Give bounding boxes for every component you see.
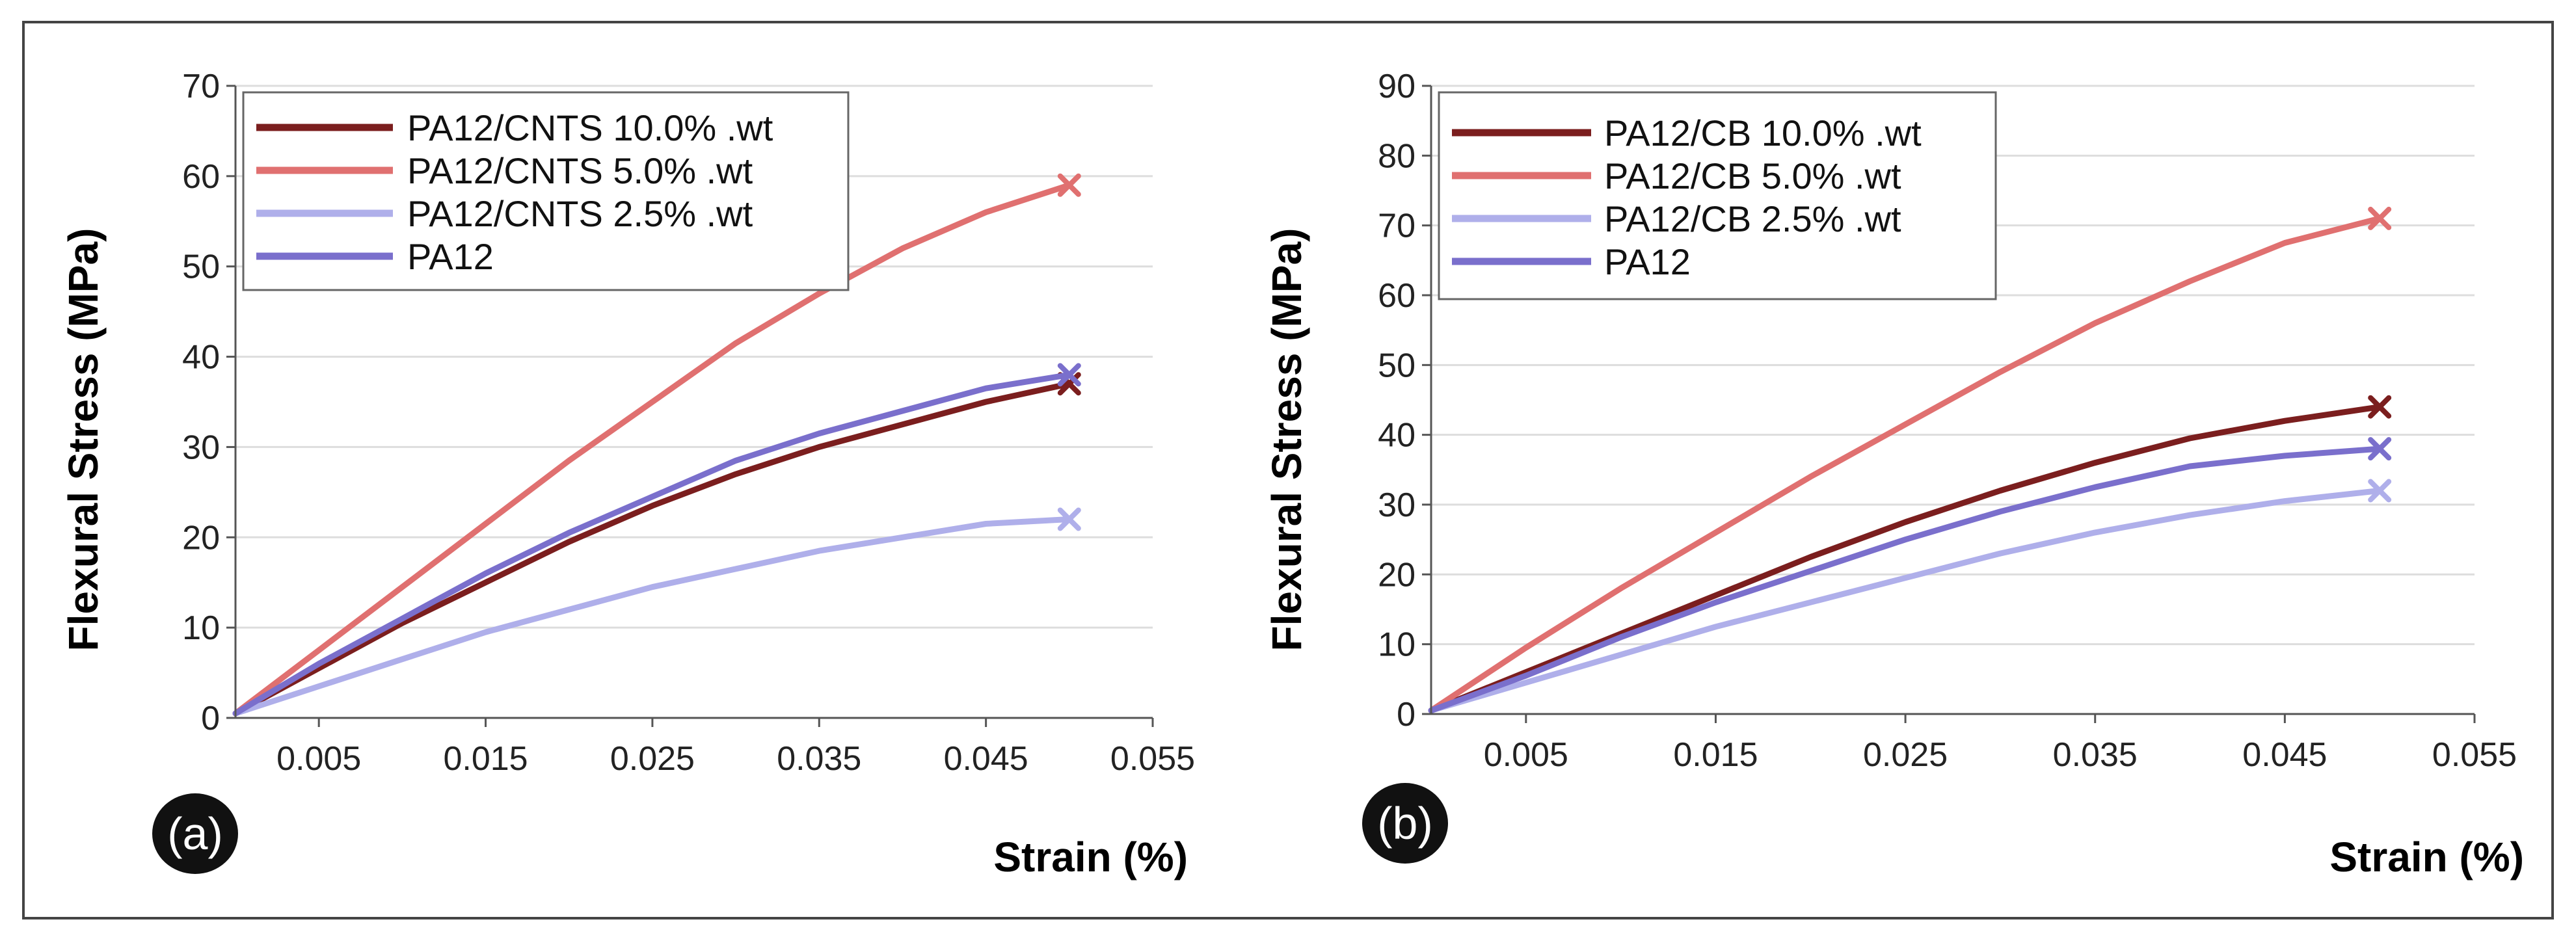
x-tick-label: 0.055 (2432, 736, 2517, 774)
legend: PA12/CB 10.0% .wt PA12/CB 5.0% .wt PA12/… (1438, 91, 1997, 300)
y-tick-label: 60 (182, 158, 220, 196)
x-tick-label: 0.015 (1673, 736, 1758, 774)
x-tick-label: 0.005 (276, 740, 361, 778)
y-tick-label: 60 (1378, 277, 1415, 315)
series-end-marker (2368, 395, 2392, 419)
y-tick-label: 30 (182, 429, 220, 466)
legend-entry: PA12/CB 10.0% .wt (1452, 112, 1922, 153)
y-axis-title: Flexural Stress (MPa) (60, 228, 107, 652)
series-end-marker (2368, 479, 2392, 503)
series-line (1428, 215, 2383, 714)
legend-label: PA12/CNTS 5.0% .wt (407, 150, 753, 191)
y-axis-title: Flexural Stress (MPa) (1263, 228, 1310, 652)
legend-entry: PA12 (256, 236, 494, 277)
panel-label-badge: (a) (152, 793, 238, 874)
legend-entry: PA12/CB 2.5% .wt (1452, 198, 1901, 239)
y-tick-label: 40 (1378, 417, 1415, 455)
panel-label: (a) (167, 808, 223, 859)
series-end-marker (2368, 206, 2392, 230)
legend-label: PA12/CNTS 2.5% .wt (407, 193, 753, 234)
legend-label: PA12/CB 10.0% .wt (1604, 112, 1922, 153)
chart-panel-a: 0 10 20 30 40 50 60 70 0.005 0.015 0.025 0.035 0.04… (60, 68, 1195, 880)
x-tick-label: 0.045 (944, 740, 1028, 778)
series-line (232, 516, 1073, 717)
panel-label-badge: (b) (1362, 783, 1448, 864)
y-tick-label: 30 (1378, 486, 1415, 524)
axes (234, 86, 1153, 719)
series-end-marker (1057, 507, 1081, 531)
x-tick-label: 0.025 (1863, 736, 1948, 774)
series-line (1428, 445, 2383, 714)
y-tick-label: 50 (1378, 347, 1415, 384)
y-tick-label: 10 (1378, 626, 1415, 664)
legend: PA12/CNTS 10.0% .wt PA12/CNTS 5.0% .wt P… (242, 91, 850, 291)
axes (1430, 86, 2475, 715)
y-tick-label: 0 (1397, 696, 1415, 734)
series-line (1428, 488, 2383, 714)
x-axis-title: Strain (%) (2329, 834, 2524, 880)
legend-entry: PA12/CNTS 10.0% .wt (256, 107, 773, 148)
series-line (232, 380, 1073, 717)
legend-entry: PA12/CNTS 2.5% .wt (256, 193, 753, 234)
y-tick-label: 10 (182, 609, 220, 647)
x-tick-label: 0.005 (1484, 736, 1568, 774)
legend-label: PA12/CNTS 10.0% .wt (407, 107, 773, 148)
y-tick-label: 40 (182, 339, 220, 377)
series-line (1428, 404, 2383, 714)
y-tick-label: 80 (1378, 137, 1415, 175)
series-lines (232, 173, 1081, 717)
y-tick-label: 0 (201, 700, 220, 737)
series-end-marker (1057, 173, 1081, 197)
x-tick-label: 0.015 (443, 740, 528, 778)
legend-label: PA12 (1604, 241, 1691, 282)
legend-entry: PA12/CNTS 5.0% .wt (256, 150, 753, 191)
legend-label: PA12/CB 2.5% .wt (1604, 198, 1901, 239)
y-tick-label: 50 (182, 248, 220, 286)
series-line (232, 371, 1073, 717)
series-end-marker (2368, 437, 2392, 461)
y-tick-label: 90 (1378, 68, 1415, 105)
series-lines (1428, 206, 2392, 714)
y-tick-labels: 0 10 20 30 40 50 60 70 80 90 (1378, 68, 1431, 734)
y-tick-label: 20 (1378, 556, 1415, 594)
series-end-marker (1057, 363, 1081, 387)
x-tick-labels: 0.005 0.015 0.025 0.035 0.045 0.055 (1484, 714, 2517, 774)
x-tick-label: 0.025 (610, 740, 695, 778)
legend-entry: PA12/CB 5.0% .wt (1452, 155, 1901, 196)
series-line (232, 182, 1073, 717)
y-tick-label: 70 (182, 68, 220, 105)
x-tick-label: 0.035 (2053, 736, 2138, 774)
y-tick-label: 70 (1378, 207, 1415, 245)
legend-label: PA12/CB 5.0% .wt (1604, 155, 1901, 196)
x-tick-label: 0.035 (777, 740, 861, 778)
x-tick-label: 0.045 (2242, 736, 2327, 774)
x-axis-title: Strain (%) (993, 834, 1188, 880)
y-tick-labels: 0 10 20 30 40 50 60 70 (182, 68, 235, 737)
panel-label: (b) (1377, 798, 1433, 849)
x-tick-labels: 0.005 0.015 0.025 0.035 0.045 0.055 (276, 718, 1195, 778)
legend-entry: PA12 (1452, 241, 1691, 282)
y-tick-label: 20 (182, 519, 220, 557)
x-tick-label: 0.055 (1110, 740, 1195, 778)
chart-panel-b: 0 10 20 30 40 50 60 70 80 90 0.005 0.015 0.025 0.035… (1263, 68, 2524, 880)
legend-label: PA12 (407, 236, 494, 277)
